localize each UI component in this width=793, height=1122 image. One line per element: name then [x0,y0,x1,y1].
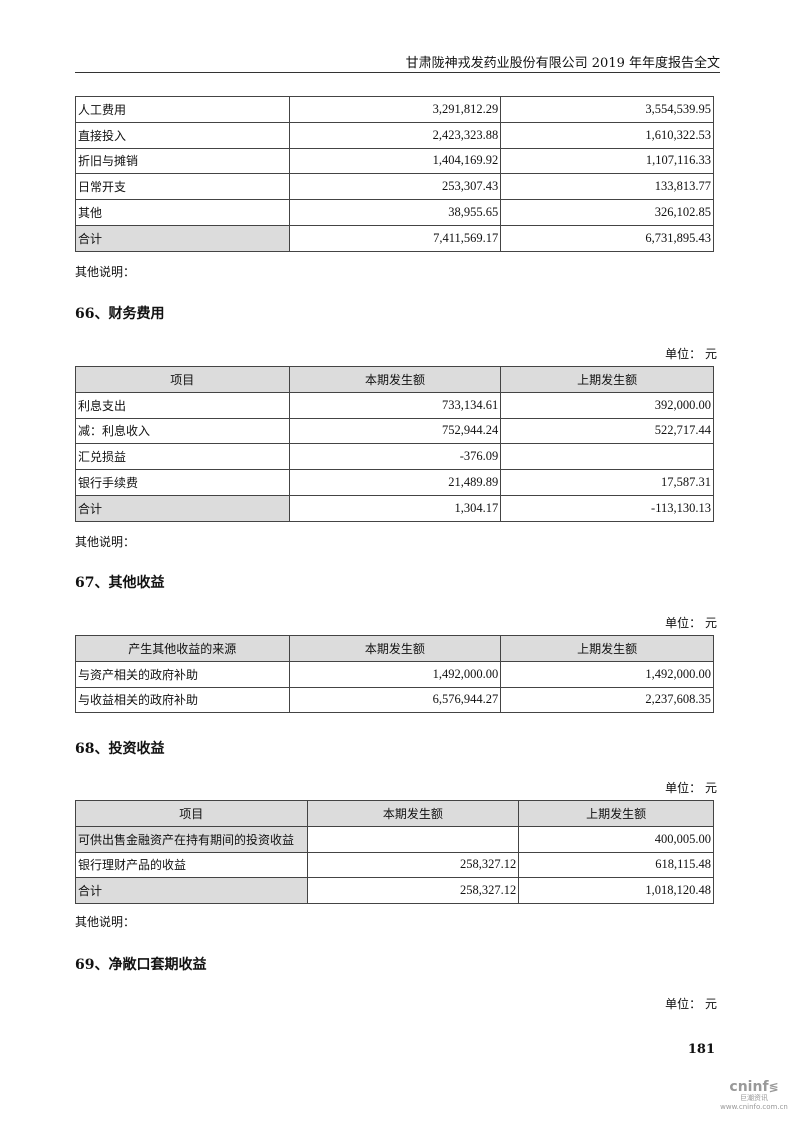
prior-period-value: 1,018,120.48 [518,877,714,905]
prior-period-value: 1,107,116.33 [500,147,714,175]
unit-label: 单位： 元 [665,781,717,795]
prior-period-value: 522,717.44 [500,417,714,445]
finance-expense-table: 项目 本期发生额 上期发生额 利息支出 733,134.61 392,000.00 减：利息… [75,366,714,522]
prior-period-value: 400,005.00 [518,825,714,853]
prior-period-value: 392,000.00 [500,391,714,419]
cninfo-logo: cninf≶ 巨潮资讯 www.cninfo.com.cn [720,1079,788,1111]
table-row: 直接投入 2,423,323.88 1,610,322.53 [75,121,714,149]
column-header: 上期发生额 [500,635,714,662]
section-67-heading: 67、其他收益 [75,575,165,591]
row-label: 可供出售金融资产在持有期间的投资收益 [75,825,308,853]
prior-period-value: 6,731,895.43 [500,224,714,252]
table-row: 银行手续费 21,489.89 17,587.31 [75,469,714,496]
table-row: 其他 38,955.65 326,102.85 [75,199,714,226]
current-period-value [306,825,520,853]
other-notes-label: 其他说明： [75,915,136,929]
column-header: 项目 [75,800,308,827]
column-header: 产生其他收益的来源 [75,635,290,662]
section-69-heading: 69、净敞口套期收益 [75,957,207,973]
document-header-title: 甘肃陇神戎发药业股份有限公司 2019 年年度报告全文 [405,56,720,71]
row-label: 与资产相关的政府补助 [75,660,290,688]
column-header: 上期发生额 [500,366,714,393]
current-period-value: 258,327.12 [306,851,520,879]
row-label: 汇兑损益 [75,443,290,471]
current-period-value: 733,134.61 [288,391,502,419]
unit-label: 单位： 元 [665,997,717,1011]
section-68-heading: 68、投资收益 [75,741,165,757]
section-66-heading: 66、财务费用 [75,306,165,322]
other-notes-label: 其他说明： [75,265,136,279]
row-label: 与收益相关的政府补助 [75,686,290,714]
current-period-value: 1,304.17 [288,494,502,522]
unit-label: 单位： 元 [665,616,717,630]
current-period-value: -376.09 [288,443,502,471]
table-row: 银行理财产品的收益 258,327.12 618,115.48 [75,851,714,879]
prior-period-value: 326,102.85 [500,199,714,226]
column-header: 本期发生额 [288,366,502,393]
investment-income-table: 项目 本期发生额 上期发生额 可供出售金融资产在持有期间的投资收益 400,005.00… [75,800,714,905]
prior-period-value: 3,554,539.95 [500,96,714,123]
header-divider [75,72,720,73]
row-label: 银行理财产品的收益 [75,851,308,879]
table-row: 与收益相关的政府补助 6,576,944.27 2,237,608.35 [75,686,714,714]
row-label: 其他 [75,199,290,226]
prior-period-value: 2,237,608.35 [500,686,714,714]
rd-expense-table: 人工费用 3,291,812.29 3,554,539.95 直接投入 2,423,32… [75,96,714,252]
prior-period-value [500,443,714,471]
table-row: 可供出售金融资产在持有期间的投资收益 400,005.00 [75,825,714,853]
row-label: 日常开支 [75,173,290,201]
current-period-value: 6,576,944.27 [288,686,502,714]
current-period-value: 1,492,000.00 [288,660,502,688]
table-row: 日常开支 253,307.43 133,813.77 [75,173,714,201]
row-label: 合计 [75,877,308,905]
row-label: 银行手续费 [75,469,290,496]
table-row: 合计 7,411,569.17 6,731,895.43 [75,224,714,252]
current-period-value: 752,944.24 [288,417,502,445]
other-notes-label: 其他说明： [75,535,136,549]
prior-period-value: 1,492,000.00 [500,660,714,688]
current-period-value: 2,423,323.88 [288,121,502,149]
table-header-row: 项目 本期发生额 上期发生额 [75,366,714,393]
current-period-value: 21,489.89 [288,469,502,496]
table-header-row: 产生其他收益的来源 本期发生额 上期发生额 [75,635,714,662]
row-label: 合计 [75,494,290,522]
table-row: 人工费用 3,291,812.29 3,554,539.95 [75,96,714,123]
current-period-value: 1,404,169.92 [288,147,502,175]
column-header: 上期发生额 [518,800,714,827]
table-row: 合计 258,327.12 1,018,120.48 [75,877,714,905]
prior-period-value: 1,610,322.53 [500,121,714,149]
table-row: 减：利息收入 752,944.24 522,717.44 [75,417,714,445]
prior-period-value: -113,130.13 [500,494,714,522]
current-period-value: 258,327.12 [306,877,520,905]
table-header-row: 项目 本期发生额 上期发生额 [75,800,714,827]
current-period-value: 3,291,812.29 [288,96,502,123]
current-period-value: 253,307.43 [288,173,502,201]
unit-label: 单位： 元 [665,347,717,361]
column-header: 本期发生额 [306,800,520,827]
prior-period-value: 17,587.31 [500,469,714,496]
table-row: 合计 1,304.17 -113,130.13 [75,494,714,522]
other-income-table: 产生其他收益的来源 本期发生额 上期发生额 与资产相关的政府补助 1,492,000.0… [75,635,714,714]
prior-period-value: 133,813.77 [500,173,714,201]
current-period-value: 7,411,569.17 [288,224,502,252]
row-label: 利息支出 [75,391,290,419]
row-label: 折旧与摊销 [75,147,290,175]
column-header: 项目 [75,366,290,393]
page-number: 181 [687,1042,715,1057]
table-row: 利息支出 733,134.61 392,000.00 [75,391,714,419]
table-row: 汇兑损益 -376.09 [75,443,714,471]
column-header: 本期发生额 [288,635,502,662]
table-row: 折旧与摊销 1,404,169.92 1,107,116.33 [75,147,714,175]
row-label: 合计 [75,224,290,252]
prior-period-value: 618,115.48 [518,851,714,879]
current-period-value: 38,955.65 [288,199,502,226]
row-label: 人工费用 [75,96,290,123]
row-label: 减：利息收入 [75,417,290,445]
row-label: 直接投入 [75,121,290,149]
table-row: 与资产相关的政府补助 1,492,000.00 1,492,000.00 [75,660,714,688]
